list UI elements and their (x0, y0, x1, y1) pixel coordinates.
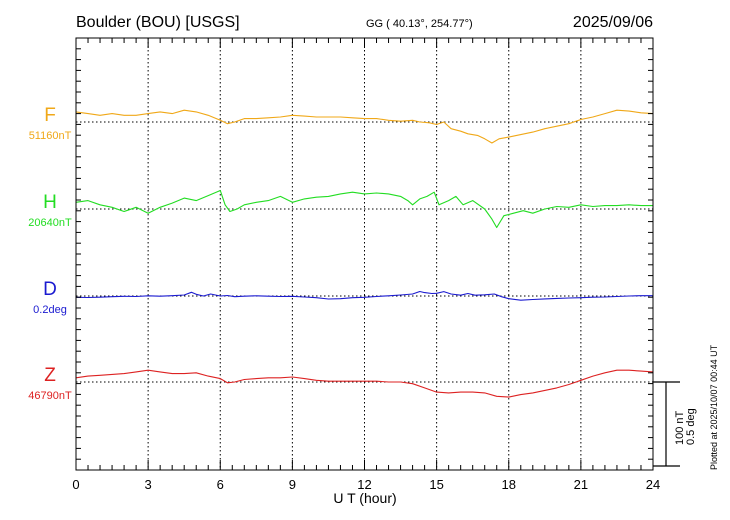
series-line-d (75, 290, 653, 301)
scale-bar: 100 nT 0.5 deg (653, 381, 697, 467)
x-axis-label: U T (hour) (333, 490, 396, 506)
x-tick-label: 21 (574, 477, 588, 492)
series-name-f: F (44, 105, 56, 126)
station-title: Boulder (BOU) [USGS] (76, 14, 240, 31)
series-baseline-d: 0.2deg (33, 304, 67, 316)
plotted-timestamp: Plotted at 2025/10/07 00:44 UT (709, 344, 719, 470)
x-tick-label: 12 (357, 477, 371, 492)
grid-lines (76, 38, 653, 470)
x-tick-label: 18 (502, 477, 516, 492)
series-baseline-f: 51160nT (29, 130, 72, 142)
date-label: 2025/09/06 (573, 14, 653, 31)
axis-ticks: 0 3 6 9 12 15 18 21 24 (72, 37, 660, 492)
series-baseline-h: 20640nT (28, 217, 72, 229)
series-name-h: H (43, 192, 57, 213)
x-tick-label: 9 (289, 477, 296, 492)
x-tick-label: 6 (217, 477, 224, 492)
x-tick-label: 24 (646, 477, 660, 492)
series-line-f (75, 109, 654, 144)
series-line-h (75, 189, 653, 229)
series-baseline-z: 46790nT (28, 390, 72, 402)
coordinates-label: GG ( 40.13°, 254.77°) (366, 18, 473, 30)
series-name-z: Z (44, 365, 56, 386)
x-tick-label: 0 (72, 477, 79, 492)
x-tick-label: 15 (429, 477, 443, 492)
x-tick-label: 3 (145, 477, 152, 492)
scale-bar-deg-label: 0.5 deg (685, 408, 697, 445)
series-labels: F 51160nT H 20640nT D 0.2deg Z 46790nT (28, 105, 72, 402)
series-name-d: D (43, 279, 57, 300)
series-line-z (75, 369, 654, 398)
series-traces (75, 109, 654, 398)
scale-bar-nt-label: 100 nT (674, 410, 686, 445)
